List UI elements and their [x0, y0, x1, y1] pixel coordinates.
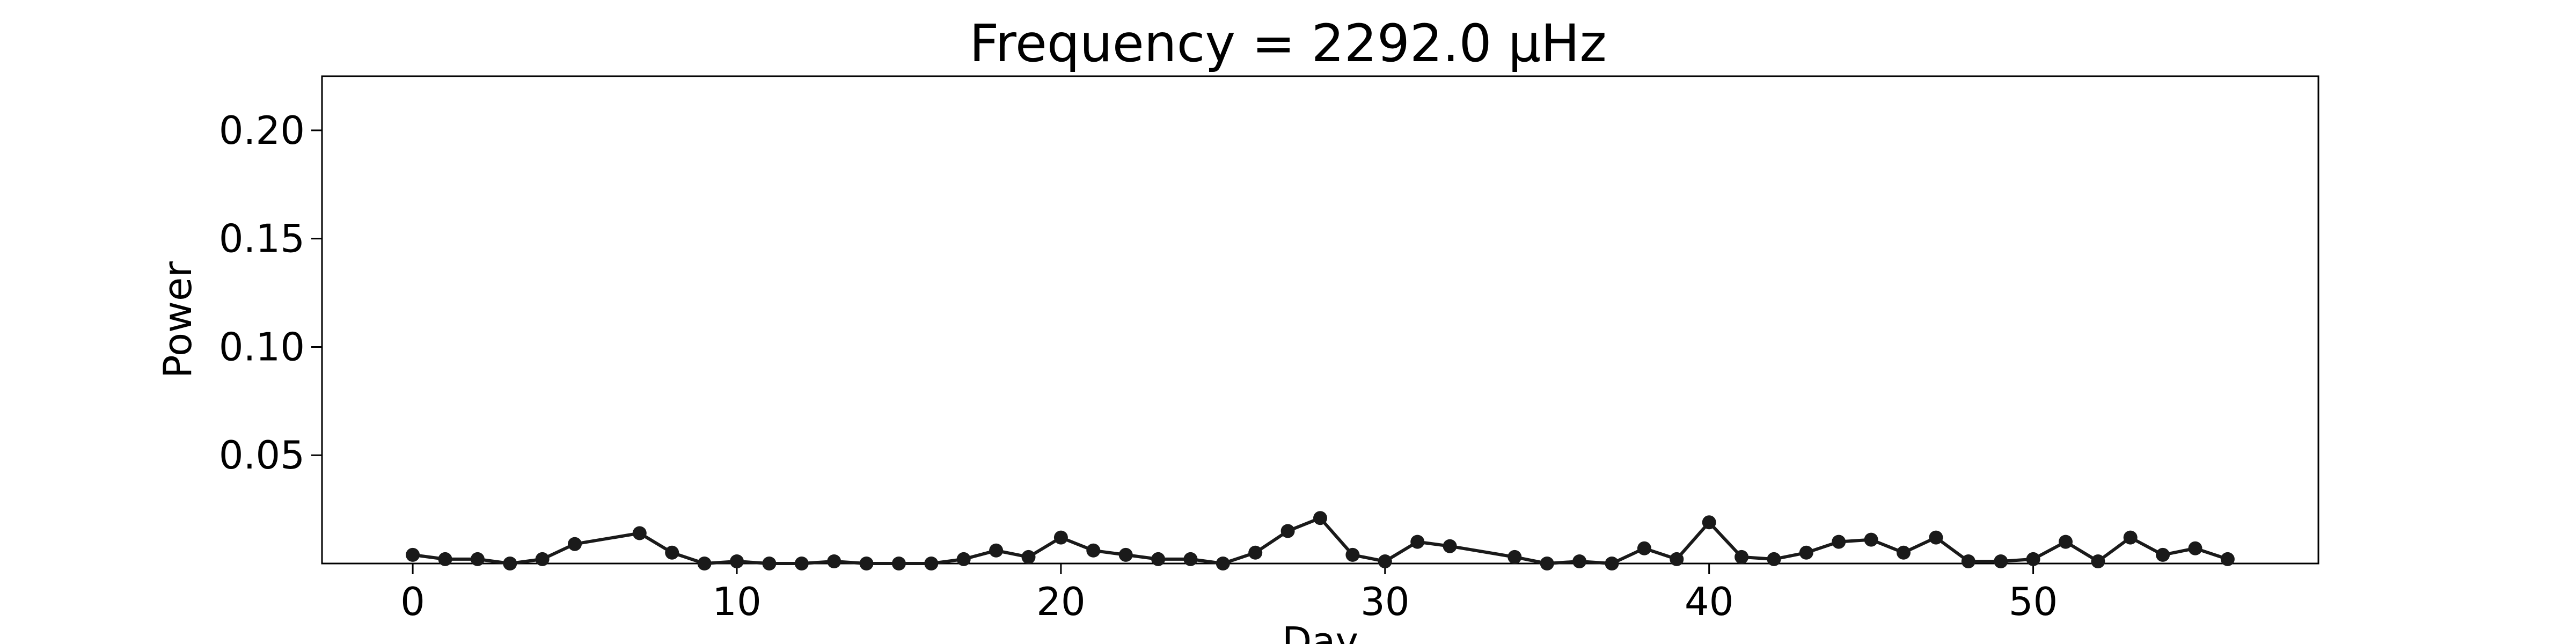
x-tick-label: 20: [1036, 579, 1086, 624]
data-point: [989, 543, 1004, 558]
data-point: [1670, 552, 1684, 566]
data-point: [1605, 557, 1619, 570]
data-point: [794, 557, 809, 570]
x-axis-ticks: 0 10 20 30 40 50: [400, 564, 2058, 624]
data-point: [1086, 543, 1101, 558]
data-point: [2220, 552, 2235, 566]
data-point: [1280, 524, 1295, 538]
data-point: [535, 552, 550, 566]
data-point: [1929, 530, 1943, 545]
data-point: [1994, 554, 2008, 568]
data-point: [1864, 532, 1878, 547]
x-tick-label: 0: [400, 579, 425, 624]
x-tick-label: 40: [1685, 579, 1734, 624]
data-point: [859, 557, 874, 570]
data-point: [762, 557, 777, 570]
data-series-layer: [406, 511, 2235, 570]
data-point: [1313, 511, 1327, 525]
data-point: [1702, 515, 1716, 530]
data-point: [406, 547, 420, 562]
data-point: [1410, 535, 1425, 549]
data-point: [1897, 545, 1911, 560]
x-axis-label: Day: [1282, 619, 1358, 644]
data-point: [665, 545, 679, 560]
data-point: [1118, 547, 1133, 562]
plot-area-frame: [321, 75, 2319, 565]
y-tick-label: 0.10: [219, 324, 305, 369]
data-point: [891, 557, 906, 570]
data-point: [470, 552, 485, 566]
chart-title: Frequency = 2292.0 μHz: [969, 13, 1606, 74]
data-point: [827, 554, 841, 568]
data-point: [1961, 554, 1975, 568]
data-point: [1540, 557, 1554, 570]
data-point: [1378, 554, 1392, 568]
y-axis-ticks: 0.05 0.10 0.15 0.20: [219, 108, 322, 478]
data-point: [503, 557, 517, 570]
data-point: [1021, 550, 1036, 564]
data-point: [1767, 552, 1781, 566]
data-point: [924, 557, 939, 570]
data-point: [1735, 550, 1749, 564]
data-point: [1151, 552, 1166, 566]
data-point: [2156, 547, 2170, 562]
data-point: [1637, 541, 1651, 555]
data-point: [1183, 552, 1198, 566]
x-tick-label: 50: [2009, 579, 2058, 624]
y-axis-label: Power: [155, 261, 200, 378]
y-tick-label: 0.15: [219, 216, 305, 261]
y-tick-label: 0.05: [219, 433, 305, 478]
data-point: [2188, 541, 2202, 555]
x-tick-label: 30: [1360, 579, 1410, 624]
data-point: [1248, 545, 1263, 560]
data-point: [1572, 554, 1587, 568]
y-tick-label: 0.20: [219, 108, 305, 153]
data-point: [1053, 530, 1068, 545]
data-point: [730, 554, 744, 568]
x-tick-label: 10: [712, 579, 762, 624]
data-point: [2123, 530, 2138, 545]
data-point: [1216, 557, 1230, 570]
data-point: [568, 537, 582, 551]
data-point: [1507, 550, 1522, 564]
data-point: [632, 526, 647, 540]
data-point: [956, 552, 971, 566]
data-point: [697, 557, 712, 570]
data-point: [2091, 554, 2105, 568]
data-point: [2059, 535, 2073, 549]
data-point: [2026, 552, 2040, 566]
data-point: [1799, 545, 1813, 560]
data-point: [1345, 547, 1360, 562]
data-point: [1443, 539, 1457, 553]
data-point: [438, 552, 452, 566]
data-point: [1832, 535, 1846, 549]
